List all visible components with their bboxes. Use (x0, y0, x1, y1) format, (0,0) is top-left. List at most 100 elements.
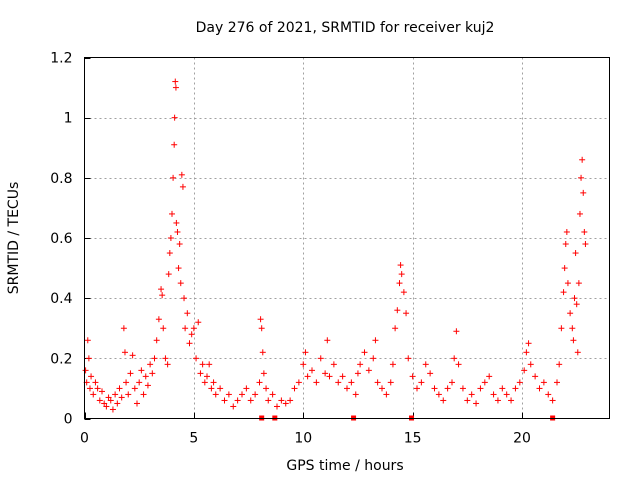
data-point (265, 397, 272, 404)
data-point (234, 397, 241, 404)
data-point (101, 400, 108, 407)
data-point (560, 289, 567, 296)
data-point (370, 355, 377, 362)
data-point (85, 355, 92, 362)
data-point (114, 400, 121, 407)
x-tick-label: 0 (80, 431, 89, 447)
data-point (300, 361, 307, 368)
data-point (453, 328, 460, 335)
data-point (468, 391, 475, 398)
data-point (162, 355, 169, 362)
y-tick-label: 1 (64, 111, 73, 127)
data-point (175, 265, 182, 272)
data-point (379, 385, 385, 392)
data-point (239, 391, 245, 398)
data-point (165, 271, 172, 278)
data-point (263, 385, 270, 392)
y-tick-label: 1.2 (50, 51, 72, 67)
data-point (184, 310, 191, 317)
data-point (326, 373, 333, 380)
data-point (564, 280, 571, 287)
data-point (562, 241, 569, 248)
data-point (256, 379, 263, 386)
data-point (473, 400, 480, 407)
data-point (151, 355, 158, 362)
data-point (159, 292, 166, 299)
data-point (440, 397, 447, 404)
data-point (580, 189, 587, 196)
data-point (536, 385, 543, 392)
data-point (451, 355, 458, 362)
data-point (523, 349, 530, 356)
data-point (282, 400, 289, 407)
data-point (259, 349, 266, 356)
data-point (172, 78, 179, 85)
data-point (571, 295, 578, 302)
data-point (525, 340, 532, 347)
data-point (581, 228, 588, 235)
data-point (431, 385, 438, 392)
data-point (170, 174, 177, 181)
data-point (107, 397, 114, 404)
data-point (455, 361, 462, 368)
data-point (112, 391, 119, 398)
data-point (212, 391, 219, 398)
data-point (84, 337, 91, 344)
data-point (90, 391, 97, 398)
data-point (508, 397, 515, 404)
data-point (459, 385, 466, 392)
data-point (193, 355, 200, 362)
data-point (103, 403, 110, 410)
data-point (287, 397, 294, 404)
data-point (121, 349, 128, 356)
data-point (302, 349, 309, 356)
data-point (94, 385, 101, 392)
data-point (105, 394, 112, 401)
data-point (169, 210, 175, 217)
data-point (403, 310, 410, 317)
data-point (258, 325, 265, 332)
data-point (374, 379, 381, 386)
chart-title: Day 276 of 2021, SRMTID for receiver kuj… (196, 20, 495, 36)
x-tick-label: 5 (189, 431, 198, 447)
data-point (247, 397, 254, 404)
data-point (201, 379, 208, 386)
data-point (532, 373, 539, 380)
data-point (549, 397, 556, 404)
data-point (309, 367, 315, 374)
data-point (449, 379, 455, 386)
data-point (116, 385, 123, 392)
data-point (278, 397, 285, 404)
data-point (414, 385, 420, 392)
x-axis-label: GPS time / hours (286, 458, 403, 474)
data-point (291, 385, 298, 392)
data-point (494, 397, 501, 404)
data-point (243, 385, 250, 392)
data-point (210, 379, 217, 386)
data-point (578, 174, 585, 181)
data-point (172, 84, 179, 91)
data-point (221, 397, 228, 404)
data-point (409, 373, 416, 380)
data-point (344, 385, 350, 392)
data-point (204, 373, 210, 380)
data-point (563, 228, 570, 235)
data-point (352, 391, 359, 398)
data-point (322, 370, 329, 377)
data-point (477, 385, 484, 392)
data-point (190, 325, 197, 332)
data-point (153, 337, 160, 344)
data-point (129, 352, 136, 359)
data-point (197, 370, 204, 377)
data-point (330, 361, 337, 368)
data-point (86, 385, 93, 392)
data-point (167, 235, 174, 241)
data-point (164, 361, 171, 368)
data-point (160, 325, 167, 332)
data-point (400, 289, 407, 296)
data-point (576, 210, 583, 217)
data-point (339, 373, 346, 380)
data-point (144, 382, 151, 389)
y-tick-label: 0.8 (50, 171, 72, 187)
data-point (398, 271, 405, 278)
